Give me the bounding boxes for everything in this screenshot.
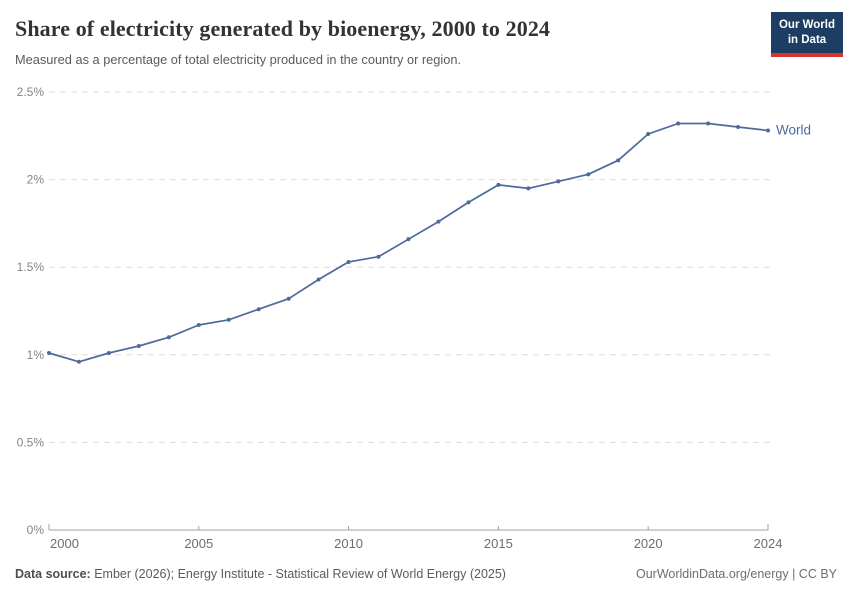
data-source-label: Data source: xyxy=(15,567,91,581)
chart-footer: Data source: Ember (2026); Energy Instit… xyxy=(15,567,837,581)
data-point xyxy=(106,351,111,356)
data-point xyxy=(466,200,471,205)
data-point xyxy=(256,307,261,312)
data-point xyxy=(376,254,381,259)
data-source-text: Ember (2026); Energy Institute - Statist… xyxy=(90,567,506,581)
series-label-world: World xyxy=(776,123,811,138)
y-tick-label: 2.5% xyxy=(17,85,45,99)
data-point xyxy=(526,186,531,191)
y-tick-label: 0% xyxy=(27,523,45,537)
data-point xyxy=(346,259,351,264)
data-point xyxy=(766,128,770,133)
data-point xyxy=(226,317,231,322)
data-point xyxy=(136,344,141,349)
data-line-world xyxy=(48,122,769,363)
data-point xyxy=(706,121,711,126)
x-tick-label: 2015 xyxy=(484,536,513,551)
x-tick-label: 2010 xyxy=(334,536,363,551)
data-point xyxy=(316,277,321,282)
y-tick-label: 1% xyxy=(27,348,45,362)
line-chart: 0% 0.5% 1% 1.5% 2% 2.5% 2000 2005 2010 2015 2020 20… xyxy=(17,85,811,551)
data-point xyxy=(646,132,651,137)
owid-logo-line1: Our World xyxy=(778,19,835,31)
y-tick-label: 2% xyxy=(27,173,45,187)
x-tick-label: 2024 xyxy=(754,536,783,551)
y-tick-label: 0.5% xyxy=(17,435,45,449)
data-point xyxy=(196,323,201,328)
data-point xyxy=(736,125,741,130)
data-point xyxy=(47,351,51,356)
page-subtitle: Measured as a percentage of total electr… xyxy=(15,52,462,67)
data-point xyxy=(616,158,621,163)
data-point xyxy=(286,296,291,301)
data-point xyxy=(496,182,501,187)
data-point xyxy=(436,219,441,224)
footer-license: OurWorldinData.org/energy | CC BY xyxy=(635,567,837,581)
data-point xyxy=(166,335,171,340)
data-source: Data source: Ember (2026); Energy Instit… xyxy=(15,567,506,581)
owid-logo: Our World in Data xyxy=(771,12,843,57)
data-point xyxy=(406,237,411,242)
data-point xyxy=(556,179,561,184)
data-point xyxy=(76,359,81,364)
page-title: Share of electricity generated by bioene… xyxy=(15,16,551,41)
y-tick-label: 1.5% xyxy=(17,260,45,274)
x-tick-label: 2020 xyxy=(634,536,663,551)
chart-area: 0% 0.5% 1% 1.5% 2% 2.5% 2000 2005 2010 2015 2020 20… xyxy=(0,80,850,560)
x-tick-label: 2005 xyxy=(184,536,213,551)
data-point xyxy=(586,172,591,177)
x-tick-label: 2000 xyxy=(50,536,79,551)
owid-logo-line2: in Data xyxy=(787,33,827,46)
data-point xyxy=(676,121,681,126)
